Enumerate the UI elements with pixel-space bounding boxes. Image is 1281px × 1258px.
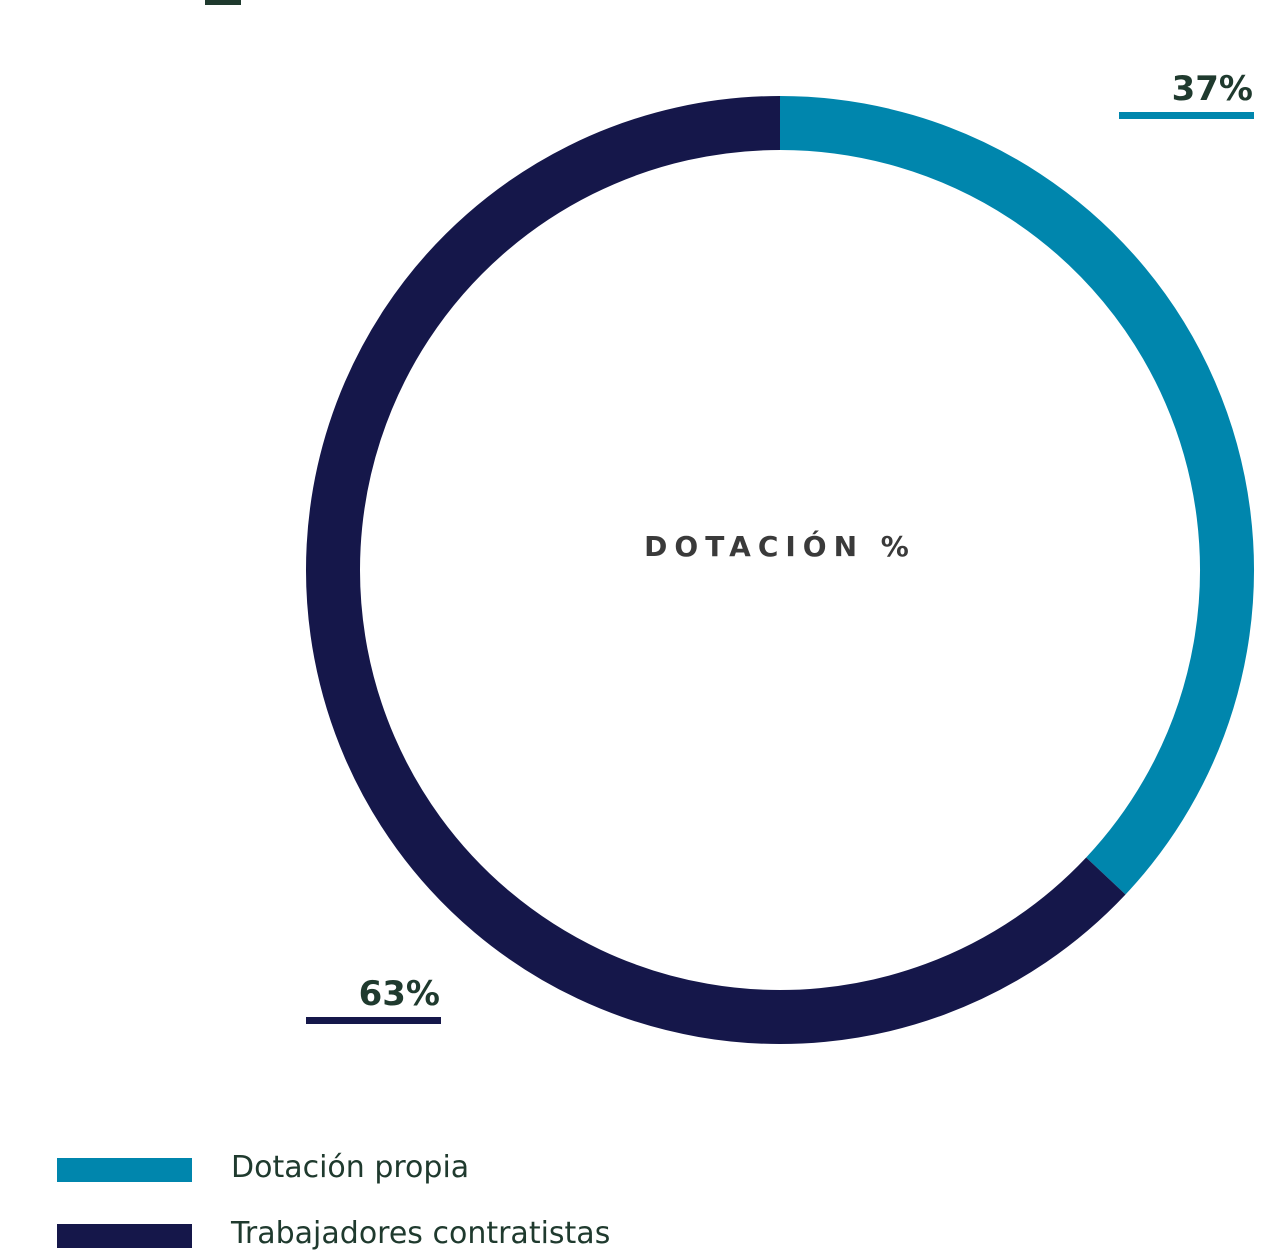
legend-item-dotacion-propia: Dotación propia — [57, 1150, 657, 1198]
legend-swatch — [57, 1158, 192, 1182]
slice-1 — [779, 96, 1254, 895]
label-underline — [306, 1017, 441, 1024]
chart-title: DOTACIÓN % — [644, 529, 916, 563]
slice-value-label: 37% — [1172, 69, 1253, 109]
legend-swatch — [57, 1224, 192, 1248]
slice-value-label: 63% — [359, 974, 440, 1014]
top-dash-mark — [205, 0, 241, 5]
legend-label: Trabajadores contratistas — [231, 1216, 611, 1251]
slice-2 — [306, 96, 1126, 1044]
label-underline — [1119, 112, 1254, 119]
legend-item-trabajadores-contratistas: Trabajadores contratistas — [57, 1216, 657, 1258]
legend-label: Dotación propia — [231, 1150, 470, 1185]
